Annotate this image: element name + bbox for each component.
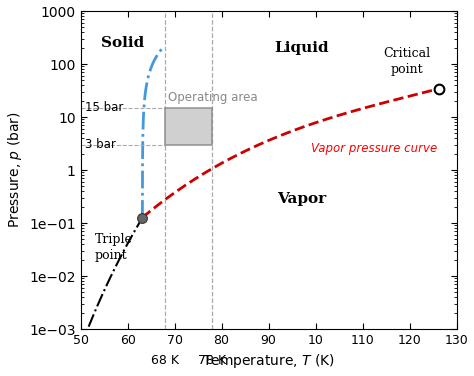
Text: Solid: Solid bbox=[101, 36, 145, 50]
Text: 15 bar: 15 bar bbox=[85, 101, 124, 114]
Text: Critical
point: Critical point bbox=[383, 47, 431, 76]
Text: 78 K: 78 K bbox=[198, 354, 226, 367]
Text: 3 bar: 3 bar bbox=[85, 138, 116, 151]
Bar bbox=[165, 108, 212, 145]
X-axis label: Temperature, $T$ (K): Temperature, $T$ (K) bbox=[202, 352, 335, 370]
Text: Triple
point: Triple point bbox=[95, 233, 133, 262]
Text: Liquid: Liquid bbox=[274, 41, 329, 55]
Text: Vapor pressure curve: Vapor pressure curve bbox=[311, 143, 437, 155]
Text: 68 K: 68 K bbox=[151, 354, 179, 367]
Y-axis label: Pressure, $p$ (bar): Pressure, $p$ (bar) bbox=[6, 112, 24, 228]
Text: Vapor: Vapor bbox=[277, 193, 326, 206]
Text: Operating area: Operating area bbox=[167, 91, 257, 103]
